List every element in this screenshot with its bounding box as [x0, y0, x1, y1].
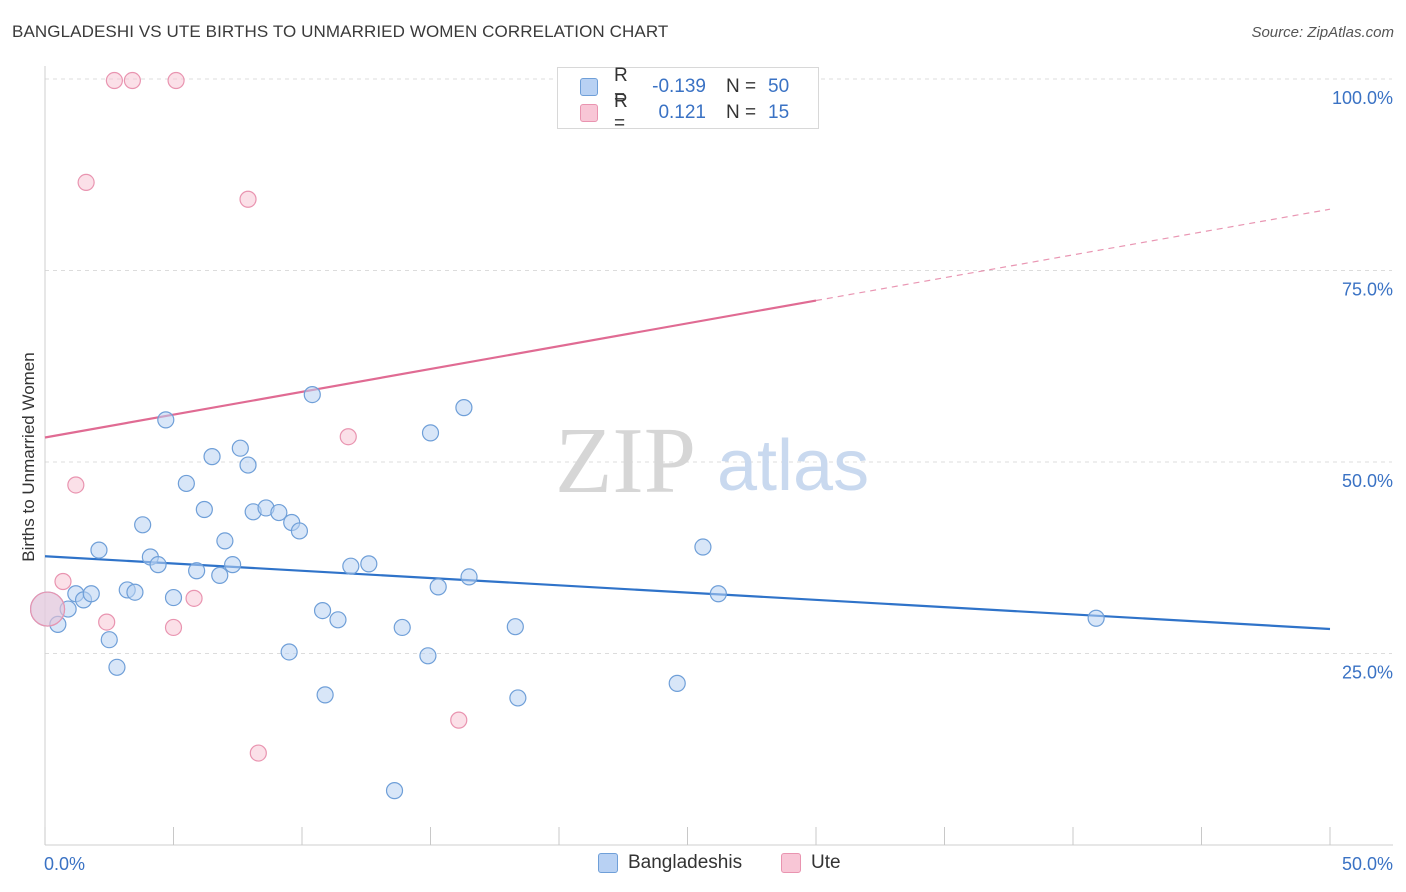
- point-bangladeshis: [1087, 609, 1105, 627]
- point-ute: [54, 572, 72, 591]
- y-axis-label: Births to Unmarried Women: [19, 352, 38, 561]
- point-bangladeshis: [460, 568, 478, 586]
- point-bangladeshis: [177, 474, 195, 493]
- point-ute: [339, 428, 357, 446]
- point-bangladeshis: [164, 588, 183, 607]
- legend-n-label: N =: [726, 76, 757, 97]
- point-ute: [98, 613, 116, 631]
- point-bangladeshis: [108, 658, 126, 676]
- point-bangladeshis: [313, 602, 332, 620]
- point-bangladeshis: [126, 583, 144, 601]
- point-bangladeshis: [342, 557, 360, 575]
- trend-layer: [44, 208, 1331, 631]
- point-bangladeshis: [419, 647, 437, 665]
- legend-n-value: 50: [768, 76, 790, 97]
- point-ute: [67, 476, 85, 494]
- x-tick-label: 50.0%: [1342, 854, 1393, 874]
- point-bangladeshis: [329, 611, 347, 629]
- bottom-legend-swatch-pink: [781, 853, 801, 873]
- point-bangladeshis: [231, 439, 249, 457]
- y-tick-label: 75.0%: [1342, 280, 1393, 300]
- watermark-atlas: atlas: [717, 426, 869, 506]
- y-tick-label: 100.0%: [1332, 88, 1393, 108]
- point-bangladeshis: [100, 631, 118, 649]
- point-ute: [164, 618, 183, 637]
- point-bangladeshis: [82, 585, 100, 603]
- trend-line-0: [44, 555, 1331, 631]
- point-ute: [239, 190, 257, 208]
- point-bangladeshis: [290, 522, 309, 540]
- point-bangladeshis: [216, 532, 234, 550]
- bottom-legend-label: Ute: [811, 852, 841, 873]
- point-bangladeshis: [393, 618, 411, 637]
- point-ute: [185, 589, 203, 607]
- bottom-legend-label: Bangladeshis: [628, 852, 743, 873]
- labels-layer: 25.0% 50.0% 75.0% 100.0% 0.0% 50.0%: [44, 88, 1393, 874]
- source-label: Source: ZipAtlas.com: [1251, 24, 1394, 41]
- point-bangladeshis: [385, 782, 404, 800]
- x-tick-label: 0.0%: [44, 854, 85, 874]
- point-bangladeshis: [303, 385, 321, 404]
- legend-swatch-blue: [580, 78, 598, 96]
- point-ute: [105, 71, 123, 90]
- legend-r-label: R =: [614, 91, 628, 134]
- trend-line-dashed-1: [815, 208, 1331, 302]
- point-bangladeshis: [224, 556, 242, 574]
- point-ute: [77, 173, 95, 192]
- point-ute: [123, 71, 141, 90]
- legend-n-label: N =: [726, 102, 757, 123]
- point-ute: [29, 591, 66, 627]
- point-bangladeshis: [149, 556, 167, 574]
- axis-layer: [44, 66, 1393, 846]
- bottom-legend-swatch-blue: [598, 853, 618, 873]
- chart-title: BANGLADESHI VS UTE BIRTHS TO UNMARRIED W…: [12, 22, 669, 41]
- point-bangladeshis: [506, 618, 524, 636]
- point-bangladeshis: [188, 562, 206, 580]
- point-bangladeshis: [195, 500, 213, 519]
- grid-layer: [45, 78, 1392, 654]
- point-ute: [450, 711, 468, 729]
- watermark-zip: ZIP: [555, 409, 696, 513]
- point-bangladeshis: [694, 538, 712, 556]
- point-bangladeshis: [509, 689, 527, 707]
- bottom-legend-ute[interactable]: Ute: [781, 852, 841, 874]
- legend-r-value: 0.121: [658, 102, 706, 123]
- point-ute: [249, 744, 267, 762]
- point-bangladeshis: [239, 456, 257, 474]
- point-bangladeshis: [90, 541, 108, 559]
- point-bangladeshis: [455, 399, 473, 417]
- point-bangladeshis: [203, 448, 221, 466]
- point-bangladeshis: [270, 503, 288, 522]
- point-bangladeshis: [709, 585, 727, 603]
- y-tick-label: 25.0%: [1342, 663, 1393, 683]
- point-bangladeshis: [421, 424, 440, 442]
- trend-line-1: [44, 299, 817, 439]
- point-bangladeshis: [211, 566, 229, 584]
- legend-row-ute: R = 0.121 N = 15: [580, 91, 790, 134]
- correlation-legend: R = -0.139 N = 50 R = 0.121 N = 15: [557, 65, 819, 134]
- point-bangladeshis: [134, 516, 152, 534]
- legend-r-value: -0.139: [652, 76, 706, 97]
- point-bangladeshis: [316, 686, 334, 704]
- legend-r-label: R =: [614, 65, 628, 108]
- point-ute: [167, 71, 185, 90]
- point-bangladeshis: [429, 578, 447, 596]
- point-bangladeshis: [280, 643, 298, 661]
- legend-row-bangladeshis: R = -0.139 N = 50: [580, 65, 790, 108]
- legend-n-value: 15: [768, 102, 790, 123]
- point-bangladeshis: [360, 555, 378, 573]
- y-tick-label: 50.0%: [1342, 471, 1393, 491]
- points-layer: [29, 71, 1105, 800]
- point-bangladeshis: [157, 411, 175, 429]
- point-bangladeshis: [668, 674, 686, 692]
- bottom-legend-bangladeshis[interactable]: Bangladeshis: [598, 852, 742, 874]
- legend-swatch-pink: [580, 104, 598, 122]
- watermark: ZIP atlas: [555, 409, 869, 513]
